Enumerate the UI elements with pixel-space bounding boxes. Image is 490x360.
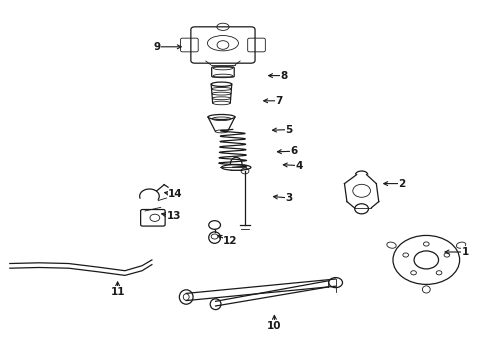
Text: 2: 2 [398,179,405,189]
Text: 9: 9 [153,42,160,52]
Text: 7: 7 [275,96,283,106]
Text: 12: 12 [223,236,238,246]
Text: 14: 14 [168,189,183,199]
Text: 5: 5 [286,125,293,135]
Text: 1: 1 [462,247,469,257]
Text: 13: 13 [167,211,181,221]
Text: 10: 10 [267,321,282,331]
Text: 4: 4 [295,161,303,171]
Text: 6: 6 [291,146,297,156]
Text: 8: 8 [281,71,288,81]
Text: 3: 3 [286,193,293,203]
Text: 11: 11 [110,287,125,297]
